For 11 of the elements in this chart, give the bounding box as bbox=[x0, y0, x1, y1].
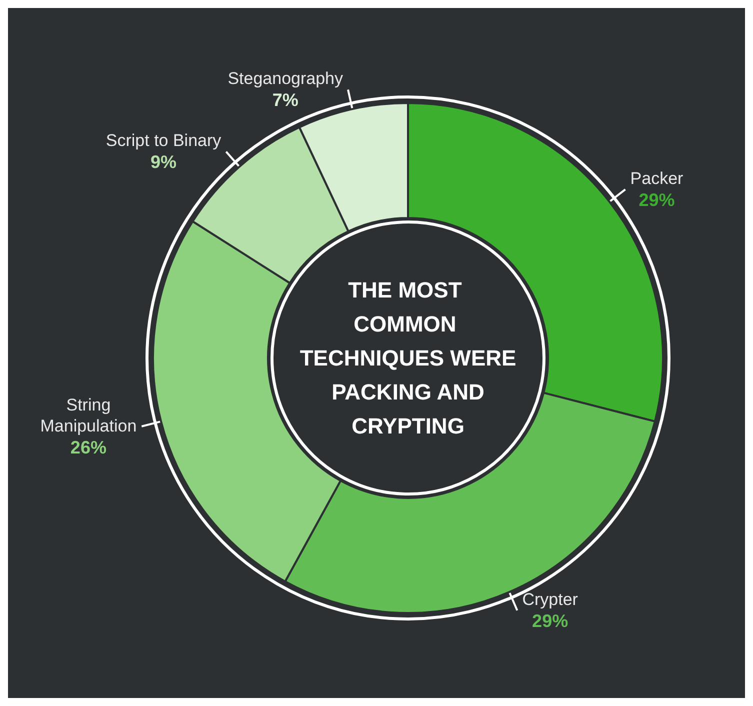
text: THE MOST COMMON TECHNIQUES WERE PACKING AND CRYPTING bbox=[300, 278, 516, 438]
data-label: 9% bbox=[150, 152, 177, 172]
data-label: 29% bbox=[638, 190, 675, 210]
data-label: 7% bbox=[272, 90, 298, 110]
data-label: 26% bbox=[70, 437, 106, 458]
slice-label: Steganography bbox=[228, 69, 344, 88]
slice-label: Script to Binary bbox=[106, 131, 222, 150]
slice-label: String Manipulation bbox=[40, 395, 137, 436]
slice-label: Packer bbox=[630, 168, 684, 188]
data-label: 29% bbox=[532, 610, 568, 631]
slice-label: Crypter bbox=[522, 590, 578, 609]
